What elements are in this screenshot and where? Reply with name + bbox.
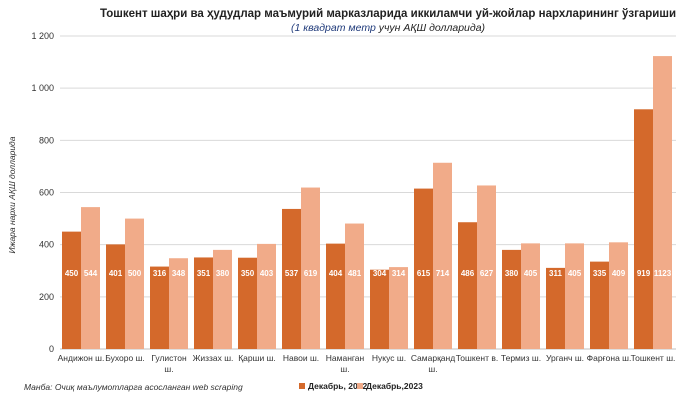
bar	[326, 243, 345, 349]
bar-value-label: 714	[436, 269, 450, 278]
y-tick-label: 800	[39, 135, 54, 145]
bar-value-label: 409	[612, 269, 626, 278]
y-axis-ticks: 0 200 400 600 800 1 000 1 200	[31, 31, 54, 354]
bar	[502, 249, 521, 349]
bar	[458, 222, 477, 349]
y-tick-label: 0	[49, 344, 54, 354]
legend-swatch-2023	[357, 383, 363, 389]
x-tick-label: Бухоро ш.	[105, 353, 145, 363]
legend-swatch-2022	[299, 383, 305, 389]
bar-value-label: 481	[348, 269, 362, 278]
bar-value-label: 537	[285, 269, 299, 278]
bar-value-label: 403	[260, 269, 274, 278]
x-tick-label: Жиззах ш.	[193, 353, 234, 363]
bar	[433, 162, 452, 349]
bar	[345, 223, 364, 349]
bar-value-label: 348	[172, 269, 186, 278]
bar-value-label: 450	[65, 269, 79, 278]
bar-value-label: 919	[637, 269, 651, 278]
bar-value-label: 619	[304, 269, 318, 278]
bar-value-label: 486	[461, 269, 475, 278]
bar-value-label: 544	[84, 269, 98, 278]
bar-value-label: 311	[549, 269, 562, 278]
x-tick-label: Фарғона ш.	[587, 353, 632, 363]
y-tick-label: 200	[39, 292, 54, 302]
chart-title: Тошкент шаҳри ва ҳудудлар маъмурий марка…	[100, 8, 676, 20]
chart-subtitle-prefix: (1 квадрат метр	[291, 22, 376, 34]
y-tick-label: 1 000	[31, 83, 54, 93]
x-tick-label: Наманган	[326, 353, 365, 363]
source-note: Манба: Очиқ маълумотларга асосланган web…	[24, 382, 243, 392]
bar	[125, 218, 144, 349]
x-tick-label-line2: ш.	[340, 364, 349, 374]
bar	[81, 207, 100, 349]
x-tick-label: Тошкент в.	[456, 353, 498, 363]
x-tick-label: Андижон ш.	[58, 353, 105, 363]
bar-value-label: 1123	[654, 269, 672, 278]
legend-label-2022: Декабрь, 2022	[308, 381, 367, 391]
bar	[389, 267, 408, 349]
bar	[282, 208, 301, 349]
bar	[565, 243, 584, 349]
bar-value-label: 405	[568, 269, 582, 278]
y-axis-label: Ижара нархи АҚШ долларида	[7, 136, 17, 253]
x-tick-label: Урганч ш.	[546, 353, 584, 363]
x-tick-label: Термиз ш.	[501, 353, 541, 363]
x-tick-label: Гулистон	[151, 353, 187, 363]
bar-value-label: 500	[128, 269, 142, 278]
bar-value-label: 405	[524, 269, 538, 278]
bar	[257, 243, 276, 349]
bar-value-label: 351	[197, 269, 211, 278]
bar	[546, 267, 565, 349]
bar	[590, 261, 609, 349]
bar-value-label: 380	[216, 269, 230, 278]
bar	[62, 231, 81, 349]
bar-value-label: 404	[329, 269, 343, 278]
chart-subtitle: (1 квадрат метр учун АҚШ долларида)	[291, 22, 485, 34]
chart-subtitle-suffix: учун АҚШ долларида)	[376, 22, 485, 34]
bar	[169, 258, 188, 349]
bar	[106, 244, 125, 349]
bar-value-label: 350	[241, 269, 255, 278]
bar	[477, 185, 496, 349]
x-tick-label: Нукус ш.	[372, 353, 406, 363]
bar	[634, 109, 653, 350]
bar	[194, 257, 213, 349]
bar	[653, 56, 672, 349]
bar	[370, 269, 389, 349]
x-tick-label: Тошкент ш.	[631, 353, 676, 363]
bar	[414, 188, 433, 349]
legend: Декабрь, 2022 Декабрь,2023	[299, 381, 423, 391]
bar-value-label: 401	[109, 269, 123, 278]
y-tick-label: 400	[39, 240, 54, 250]
bar	[213, 249, 232, 349]
y-tick-label: 600	[39, 188, 54, 198]
bar	[238, 257, 257, 349]
bar-value-label: 335	[593, 269, 607, 278]
x-tick-label: Навои ш.	[283, 353, 319, 363]
bar	[301, 187, 320, 349]
x-tick-label-line2: ш.	[428, 364, 437, 374]
bar-value-label: 314	[392, 269, 406, 278]
bar-value-label: 615	[417, 269, 431, 278]
bars: 450 544 401 500 316 348 351 380 350 403 537 619 404 4…	[62, 56, 672, 350]
bar-value-label: 316	[153, 269, 167, 278]
bar	[150, 266, 169, 349]
legend-label-2023: Декабрь,2023	[366, 381, 423, 391]
x-tick-label-line2: ш.	[164, 364, 173, 374]
bar-value-label: 627	[480, 269, 494, 278]
x-tick-label: Қарши ш.	[238, 353, 276, 363]
bar	[609, 242, 628, 349]
y-tick-label: 1 200	[31, 31, 54, 41]
bar-value-label: 380	[505, 269, 519, 278]
x-tick-label: Самарқанд	[411, 353, 455, 363]
bar-value-label: 304	[373, 269, 387, 278]
bar	[521, 243, 540, 349]
